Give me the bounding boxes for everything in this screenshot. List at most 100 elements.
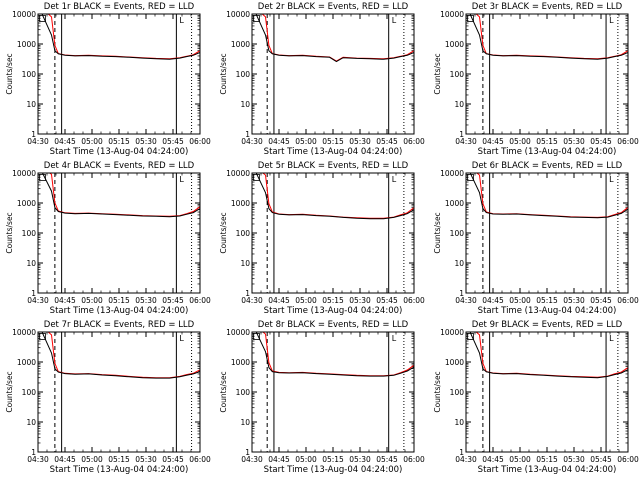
x-tick-label: 05:00	[295, 296, 317, 305]
plot-frame	[465, 172, 629, 294]
y-tick-label: 1000	[231, 199, 250, 208]
x-tick-label: 04:30	[27, 455, 49, 464]
plot-area	[41, 14, 200, 134]
corner-box-marker	[39, 174, 46, 181]
x-tick-label: 06:00	[189, 455, 211, 464]
y-axis-label: Counts/sec	[5, 212, 14, 253]
x-axis-label: Start Time (13-Aug-04 04:24:00)	[50, 306, 189, 316]
plot-frame	[37, 331, 201, 453]
panel-title: Det 3r BLACK = Events, RED = LLD	[472, 2, 623, 12]
y-tick-label: 10000	[440, 10, 464, 19]
x-tick-label: 05:15	[536, 455, 558, 464]
x-axis-label: Start Time (13-Aug-04 04:24:00)	[264, 465, 403, 475]
series-line-events	[469, 14, 628, 60]
panel-title: Det 8r BLACK = Events, RED = LLD	[258, 320, 409, 330]
corner-box-marker	[253, 333, 260, 340]
panel-det-6: Det 6r BLACK = Events, RED = LLD 1 10 100 10…	[433, 161, 639, 316]
plot-frame	[251, 331, 415, 453]
series-line-events	[41, 173, 200, 218]
panel-det-9: Det 9r BLACK = Events, RED = LLD 1 10 100 10…	[433, 320, 639, 475]
legend-marker-label: L	[179, 175, 184, 184]
y-tick-label: 1000	[445, 40, 464, 49]
y-tick-label: 100	[236, 229, 251, 238]
y-axis-label: Counts/sec	[219, 371, 228, 412]
panel-title: Det 5r BLACK = Events, RED = LLD	[258, 161, 409, 171]
y-tick-label: 100	[22, 70, 37, 79]
x-tick-label: 05:15	[108, 296, 130, 305]
plot-frame	[37, 172, 201, 294]
y-tick-label: 1	[31, 130, 36, 139]
y-tick-label: 100	[450, 70, 465, 79]
x-tick-label: 05:00	[81, 137, 103, 146]
y-tick-label: 1000	[17, 199, 36, 208]
series-line-events	[41, 332, 200, 379]
y-tick-label: 10	[26, 259, 36, 268]
y-tick-label: 1	[245, 130, 250, 139]
panel-det-2: Det 2r BLACK = Events, RED = LLD 1 10 100 10…	[219, 2, 425, 157]
x-tick-label: 05:30	[349, 296, 371, 305]
legend-marker-label: L	[609, 16, 614, 25]
y-tick-label: 1	[459, 130, 464, 139]
x-tick-label: 05:00	[81, 455, 103, 464]
plot-area	[255, 14, 414, 134]
x-tick-label: 04:45	[482, 455, 504, 464]
y-tick-label: 1	[459, 448, 464, 457]
plot-area	[41, 332, 200, 452]
y-axis-label: Counts/sec	[219, 212, 228, 253]
x-tick-label: 04:45	[268, 455, 290, 464]
x-tick-label: 04:30	[27, 137, 49, 146]
x-axis-label: Start Time (13-Aug-04 04:24:00)	[478, 306, 617, 316]
y-axis-label: Counts/sec	[433, 212, 442, 253]
x-tick-label: 05:15	[322, 296, 344, 305]
plot-frame	[251, 172, 415, 294]
series-line-events	[469, 173, 628, 219]
x-tick-label: 05:30	[563, 455, 585, 464]
x-tick-label: 05:30	[135, 455, 157, 464]
panel-det-5: Det 5r BLACK = Events, RED = LLD 1 10 100 10…	[219, 161, 425, 316]
plot-frame	[251, 13, 415, 135]
series-line-lld	[262, 173, 414, 219]
x-tick-label: 05:45	[376, 296, 398, 305]
y-axis-label: Counts/sec	[5, 53, 14, 94]
series-line-events	[255, 14, 414, 63]
y-tick-label: 10	[240, 259, 250, 268]
y-tick-label: 1000	[231, 40, 250, 49]
y-tick-label: 10	[454, 100, 464, 109]
x-axis-label: Start Time (13-Aug-04 04:24:00)	[478, 147, 617, 157]
corner-box-marker	[467, 333, 474, 340]
y-tick-label: 1	[31, 289, 36, 298]
x-tick-label: 06:00	[403, 137, 425, 146]
x-tick-label: 05:30	[563, 137, 585, 146]
panel-det-3: Det 3r BLACK = Events, RED = LLD 1 10 100 10…	[433, 2, 639, 157]
x-tick-label: 04:30	[455, 296, 477, 305]
x-tick-label: 05:30	[135, 137, 157, 146]
series-line-lld	[47, 14, 200, 60]
y-tick-label: 10000	[226, 328, 250, 337]
x-tick-label: 05:45	[162, 137, 184, 146]
x-tick-label: 05:00	[81, 296, 103, 305]
corner-box-marker	[253, 15, 260, 22]
x-tick-label: 04:30	[241, 296, 263, 305]
x-tick-label: 04:45	[54, 455, 76, 464]
x-tick-label: 05:15	[536, 296, 558, 305]
plot-frame	[37, 13, 201, 135]
y-tick-label: 100	[236, 70, 251, 79]
legend-marker-label: L	[609, 175, 614, 184]
y-tick-label: 10000	[440, 328, 464, 337]
plot-frame	[465, 331, 629, 453]
panel-title: Det 4r BLACK = Events, RED = LLD	[44, 161, 195, 171]
x-tick-label: 05:00	[509, 296, 531, 305]
series-line-events	[255, 173, 414, 220]
legend-marker-label: L	[392, 175, 397, 184]
panel-det-1: Det 1r BLACK = Events, RED = LLD 1 10 100 10…	[5, 2, 211, 157]
y-tick-label: 10	[454, 259, 464, 268]
plot-area	[255, 173, 414, 293]
legend-marker-label: L	[392, 334, 397, 343]
x-tick-label: 05:00	[295, 137, 317, 146]
plot-area	[469, 14, 628, 134]
x-tick-label: 06:00	[403, 296, 425, 305]
x-axis-label: Start Time (13-Aug-04 04:24:00)	[264, 306, 403, 316]
panel-title: Det 1r BLACK = Events, RED = LLD	[44, 2, 195, 12]
y-tick-label: 1	[31, 448, 36, 457]
x-tick-label: 05:45	[376, 137, 398, 146]
